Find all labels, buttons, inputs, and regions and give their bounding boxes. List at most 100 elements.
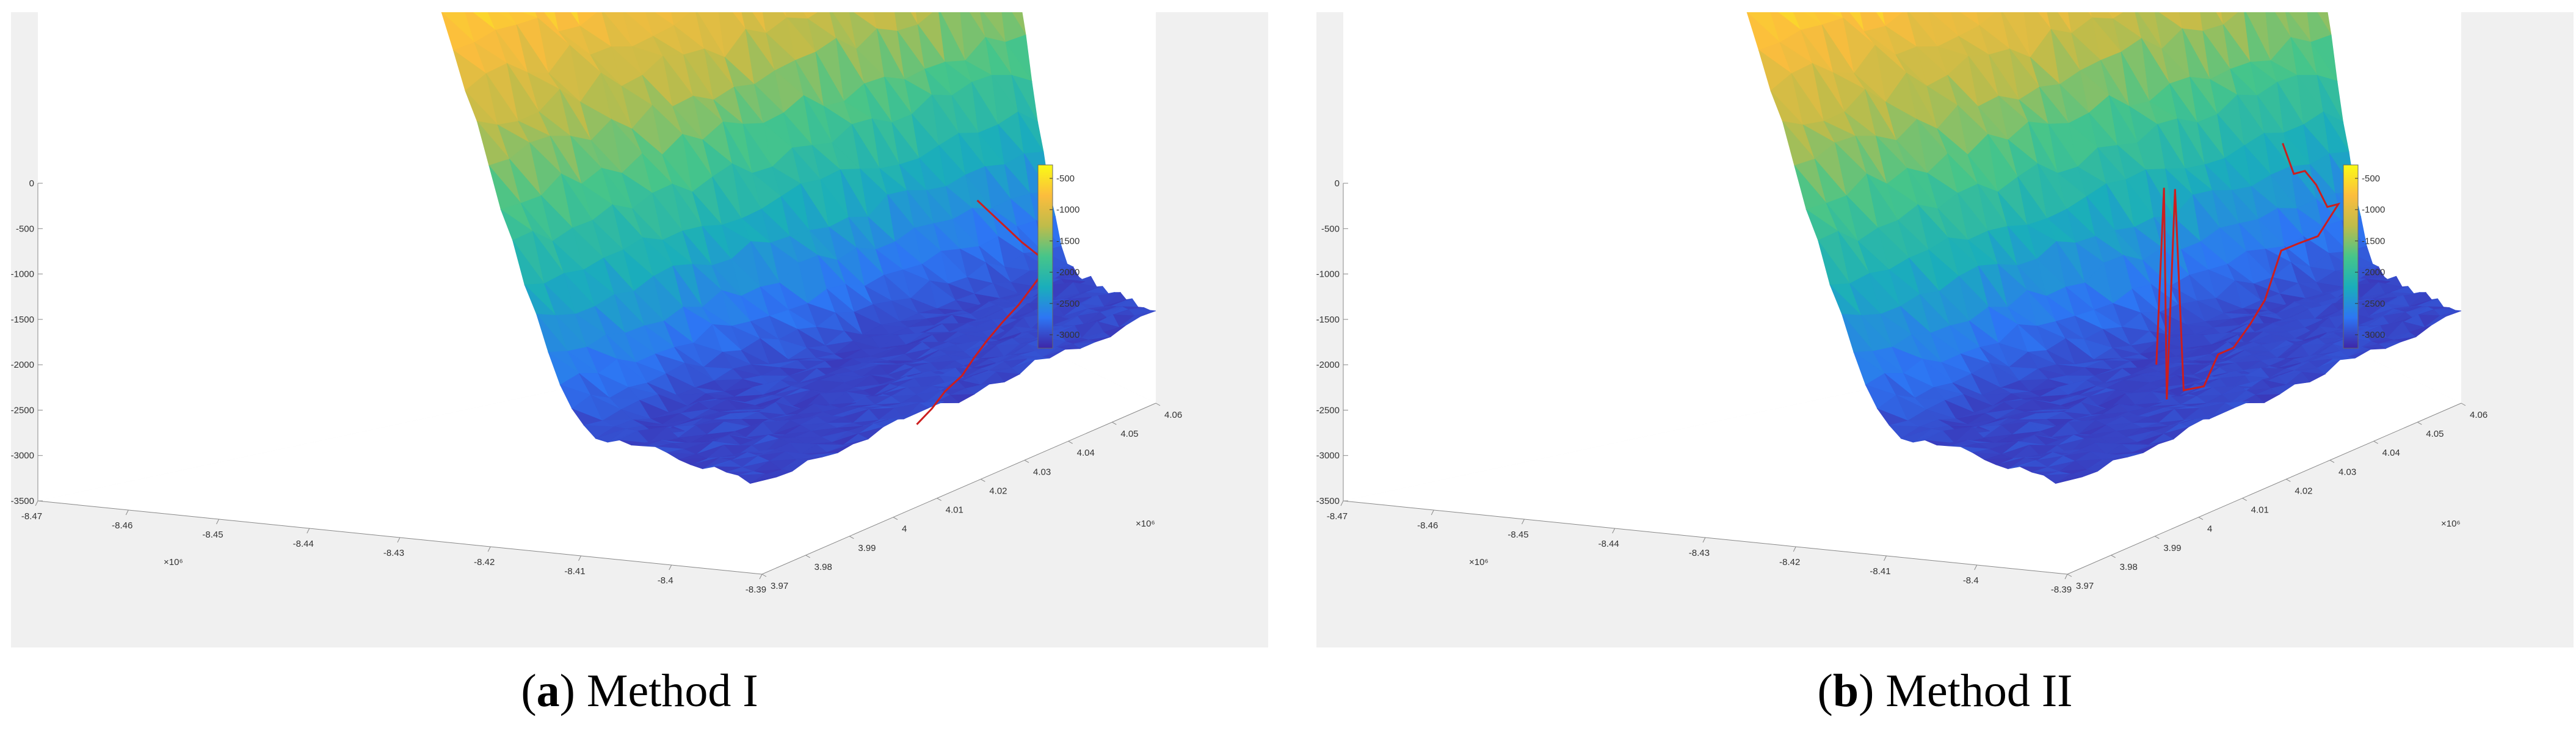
colorbar: [1037, 164, 1053, 349]
x-tick-label: -8.47: [1327, 511, 1348, 522]
z-tick-label: -1000: [11, 269, 34, 280]
x-tick-mark: [307, 528, 310, 534]
x-tick-mark: [1793, 546, 1796, 552]
y-axis: [2067, 403, 2462, 575]
z-tick-label: -2000: [11, 360, 34, 370]
surface: [1746, 12, 2462, 484]
y-exponent: ×10⁶: [1136, 519, 1155, 529]
z-tick-label: -2000: [1316, 360, 1340, 370]
caption-b-letter: b: [1832, 665, 1859, 717]
chart-panel-b: 0 -500 -1000 -1500 -2000 -2500 -3000 -3500 -8.47…: [1316, 12, 2574, 647]
y-tick-mark: [2155, 536, 2160, 539]
x-tick-mark: [578, 555, 581, 561]
y-tick-mark: [2067, 574, 2072, 577]
y-tick-mark: [2417, 421, 2422, 425]
z-tick-label: -1000: [1316, 269, 1340, 280]
colorbar-tick-label: -3000: [2362, 330, 2385, 340]
x-tick-label: -8.41: [1870, 566, 1890, 577]
x-tick-label: -8.39: [746, 585, 766, 595]
x-tick-label: -8.42: [474, 557, 495, 567]
y-tick-mark: [2329, 459, 2335, 463]
colorbar-tick-label: -2500: [2362, 299, 2385, 309]
z-tick-label: -2500: [11, 405, 34, 415]
caption-b-text: Method II: [1885, 665, 2073, 717]
x-tick-label: -8.47: [21, 511, 42, 522]
z-tick-label: -3500: [1316, 496, 1340, 506]
x-tick-label: -8.4: [1963, 575, 1979, 586]
x-tick-label: -8.42: [1779, 557, 1800, 567]
y-tick-mark: [805, 555, 810, 558]
x-tick-label: -8.46: [112, 520, 132, 531]
x-tick-mark: [669, 564, 672, 571]
y-tick-label: 4.04: [1077, 448, 1095, 458]
track-line-b: [2155, 142, 2341, 399]
z-tick-label: 0: [29, 178, 34, 189]
x-tick-mark: [759, 574, 763, 580]
y-tick-label: 4.02: [2295, 486, 2312, 496]
x-tick-label: -8.45: [202, 530, 223, 540]
colorbar-tick-label: -3000: [1056, 330, 1079, 340]
y-tick-label: 3.98: [2120, 562, 2138, 572]
y-tick-mark: [893, 517, 898, 520]
y-tick-label: 4.03: [2338, 467, 2356, 477]
x-tick-mark: [1884, 555, 1887, 561]
y-tick-mark: [761, 574, 767, 577]
x-tick-label: -8.43: [1689, 548, 1710, 558]
y-tick-mark: [1112, 421, 1117, 425]
colorbar-tick-label: -500: [2362, 173, 2380, 184]
x-tick-mark: [125, 509, 129, 516]
z-tick-label: -500: [1321, 224, 1340, 234]
y-tick-mark: [981, 479, 985, 482]
x-exponent: ×10⁶: [164, 557, 183, 567]
y-tick-label: 3.98: [815, 562, 832, 572]
x-tick-label: -8.44: [293, 539, 314, 549]
y-tick-mark: [2373, 440, 2378, 444]
y-tick-label: 4.06: [2470, 410, 2487, 420]
x-tick-mark: [397, 537, 401, 543]
colorbar-tick-label: -1500: [1056, 236, 1079, 246]
z-tick-label: -3500: [11, 496, 34, 506]
y-tick-mark: [2286, 479, 2291, 482]
y-tick-label: 3.97: [771, 581, 788, 591]
colorbar-tick-label: -1500: [2362, 236, 2385, 246]
z-tick-label: -1500: [1316, 315, 1340, 325]
y-tick-label: 4.05: [1120, 429, 1138, 439]
x-tick-label: -8.43: [383, 548, 404, 558]
y-tick-mark: [849, 536, 854, 539]
x-tick-mark: [1431, 509, 1434, 516]
x-tick-mark: [216, 519, 219, 525]
x-tick-mark: [35, 500, 38, 506]
z-tick-label: -3000: [11, 451, 34, 461]
y-tick-mark: [2111, 555, 2116, 558]
x-tick-label: -8.46: [1417, 520, 1438, 531]
surface: [441, 12, 1156, 484]
y-tick-label: 4.01: [946, 505, 963, 516]
y-tick-mark: [2461, 403, 2466, 406]
x-exponent: ×10⁶: [1469, 557, 1489, 567]
x-tick-mark: [487, 546, 491, 552]
surface-plot-a: 0 -500 -1000 -1500 -2000 -2500 -3000 -3500 -8.47…: [11, 12, 1182, 595]
surface-plot-b: 0 -500 -1000 -1500 -2000 -2500 -3000 -3500 -8.47…: [1316, 12, 2487, 595]
caption-a-letter: a: [536, 665, 560, 717]
y-tick-label: 4.05: [2426, 429, 2444, 439]
x-tick-label: -8.4: [658, 575, 673, 586]
x-tick-label: -8.39: [2051, 585, 2072, 595]
colorbar-tick-label: -1000: [2362, 205, 2385, 215]
chart-panel-a: 0 -500 -1000 -1500 -2000 -2500 -3000 -3500 -8.47…: [11, 12, 1268, 647]
colorbar-tick-label: -500: [1056, 173, 1075, 184]
y-tick-mark: [2242, 498, 2247, 501]
y-axis: [761, 403, 1156, 575]
x-tick-mark: [1522, 519, 1525, 525]
y-tick-mark: [937, 498, 942, 501]
colorbar-tick-label: -2000: [1056, 268, 1079, 278]
track-line-a: [916, 199, 1045, 425]
y-tick-label: 3.99: [2163, 543, 2181, 553]
x-tick-label: -8.45: [1508, 530, 1528, 540]
x-tick-mark: [2064, 574, 2068, 580]
y-tick-label: 4: [2207, 524, 2212, 534]
x-tick-mark: [1612, 528, 1616, 534]
colorbar: [2343, 164, 2359, 349]
x-tick-label: -8.44: [1598, 539, 1619, 549]
z-tick-label: -2500: [1316, 405, 1340, 415]
y-tick-mark: [1024, 459, 1029, 463]
